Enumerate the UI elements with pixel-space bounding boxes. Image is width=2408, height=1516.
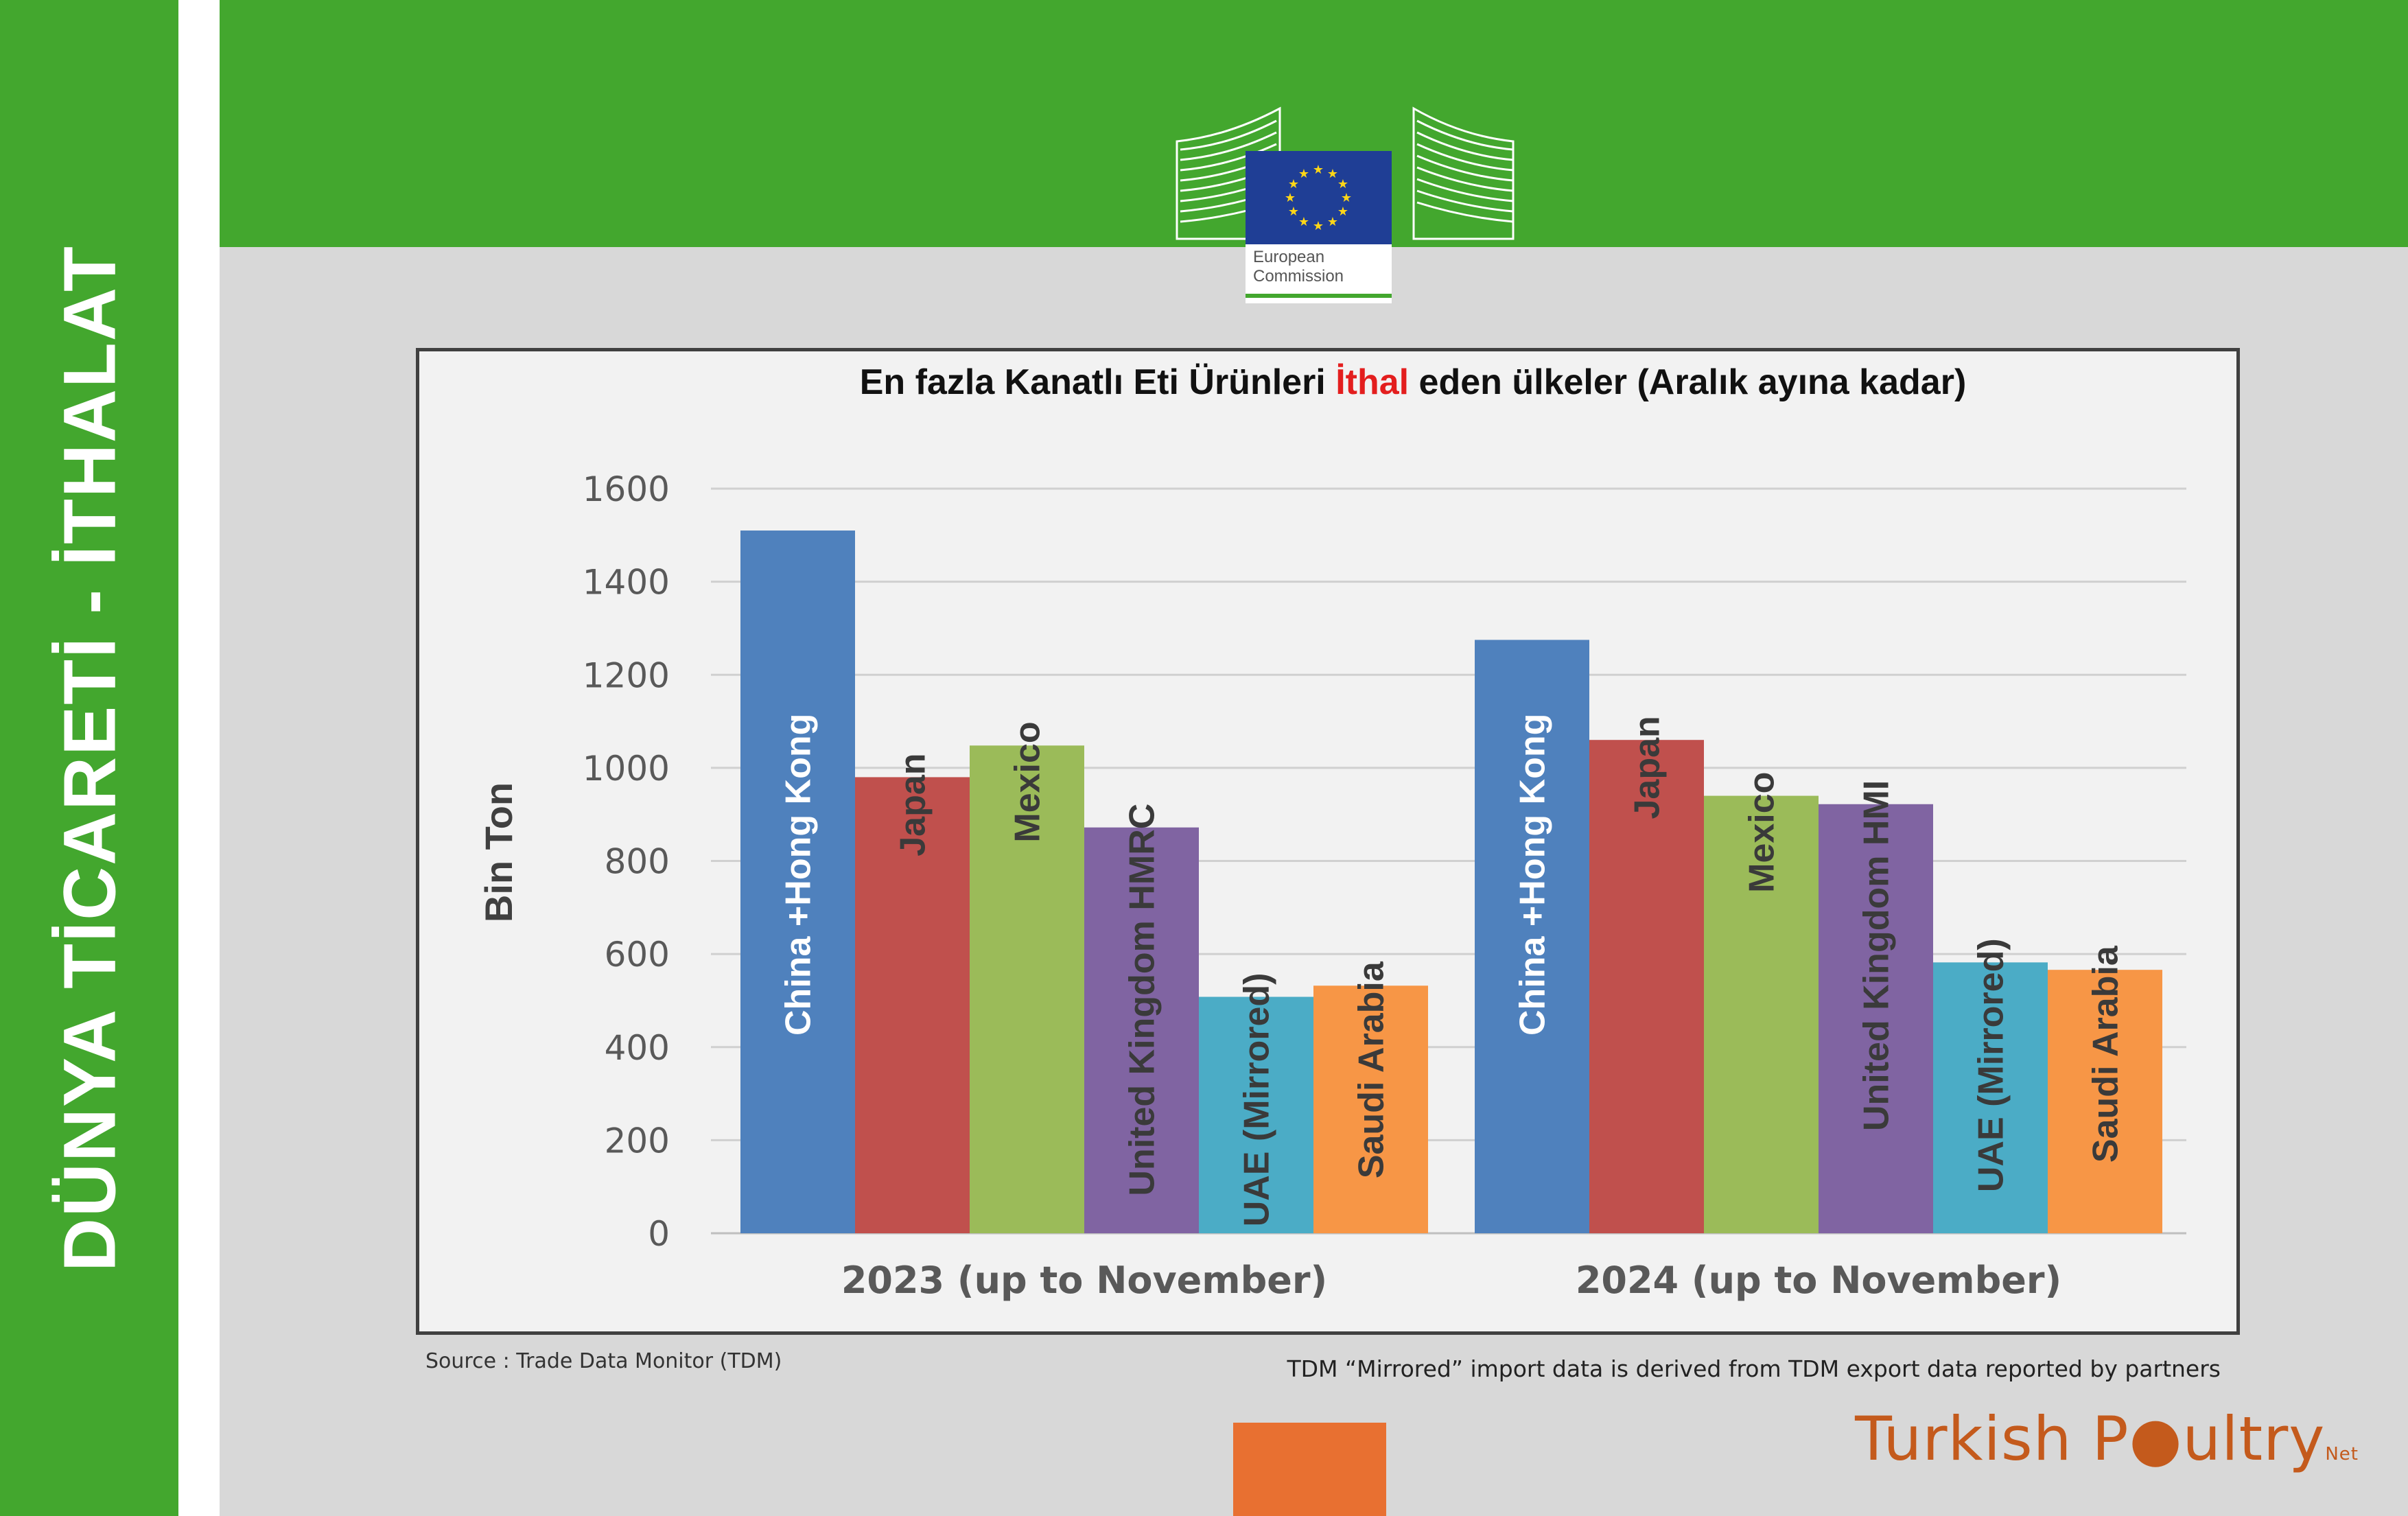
svg-text:★: ★ bbox=[1337, 177, 1348, 191]
svg-text:★: ★ bbox=[1288, 177, 1299, 191]
bar bbox=[855, 777, 970, 1233]
y-axis-label: Bin Ton bbox=[477, 782, 520, 922]
eu-flag-icon bbox=[1246, 151, 1392, 244]
eu-stars-icon: ★ ★★ ★★★ ★★★ ★★★ bbox=[1285, 163, 1352, 233]
bar-label: United Kingdom HMI bbox=[1857, 780, 1897, 1131]
bar bbox=[1819, 804, 1933, 1233]
bar bbox=[1199, 996, 1313, 1233]
bar bbox=[1589, 740, 1704, 1233]
svg-text:★: ★ bbox=[1327, 215, 1338, 229]
svg-text:★: ★ bbox=[1313, 219, 1324, 233]
logo-line2: Commission bbox=[1253, 267, 1344, 285]
source-note: Source : Trade Data Monitor (TDM) bbox=[425, 1349, 782, 1373]
chart-frame: En fazla Kanatlı Eti Ürünleri İthal eden… bbox=[416, 348, 2240, 1335]
bar-label: Mexico bbox=[1742, 772, 1782, 893]
bar-label: Japan bbox=[1628, 716, 1668, 819]
y-tick-label: 1000 bbox=[583, 749, 670, 789]
orange-block bbox=[1233, 1423, 1386, 1516]
side-divider bbox=[178, 0, 220, 1516]
svg-text:★: ★ bbox=[1298, 167, 1309, 181]
european-commission-logo: ★ ★★ ★★★ ★★★ ★★★ European Commission bbox=[1176, 106, 1515, 303]
svg-text:★: ★ bbox=[1341, 191, 1352, 205]
y-tick-labels: 0 200 400 600 800 1000 1200 1400 1600 bbox=[583, 469, 670, 1254]
chart-title-highlight: İthal bbox=[1335, 362, 1409, 402]
bar bbox=[970, 745, 1084, 1233]
y-tick-label: 1200 bbox=[583, 655, 670, 695]
svg-text:★: ★ bbox=[1288, 205, 1299, 219]
group-labels: 2023 (up to November) 2024 (up to Novembe… bbox=[841, 1259, 2061, 1302]
turkish-poultry-logo: Turkish P●ultryNet bbox=[1855, 1403, 2359, 1474]
group-label: 2024 (up to November) bbox=[1576, 1259, 2061, 1302]
bar bbox=[2048, 970, 2162, 1233]
y-tick-label: 600 bbox=[605, 935, 670, 975]
bar-label: Saudi Arabia bbox=[1352, 961, 1392, 1178]
svg-text:★: ★ bbox=[1285, 191, 1296, 205]
bar bbox=[1084, 827, 1199, 1233]
chart-title-part1: En fazla Kanatlı Eti Ürünleri bbox=[860, 362, 1335, 402]
logo-line1: European bbox=[1253, 248, 1324, 266]
y-tick-label: 200 bbox=[605, 1121, 670, 1161]
y-tick-label: 1600 bbox=[583, 469, 670, 509]
svg-text:★: ★ bbox=[1313, 163, 1324, 177]
bar bbox=[1313, 986, 1428, 1233]
bar-chart: En fazla Kanatlı Eti Ürünleri İthal eden… bbox=[477, 362, 2186, 1302]
bar-label: China +Hong Kong bbox=[1513, 714, 1553, 1036]
svg-text:★: ★ bbox=[1298, 215, 1309, 229]
brand-suffix: Net bbox=[2325, 1444, 2359, 1465]
y-tick-label: 800 bbox=[605, 842, 670, 882]
chart-title-part3: eden ülkeler (Aralık ayına kadar) bbox=[1409, 362, 1966, 402]
side-band bbox=[0, 0, 178, 1516]
bar-label: China +Hong Kong bbox=[779, 714, 819, 1036]
group-label: 2023 (up to November) bbox=[841, 1259, 1327, 1302]
mirrored-data-note: TDM “Mirrored” import data is derived fr… bbox=[1287, 1355, 2221, 1382]
side-title: DÜNYA TİCARETİ - İTHALAT bbox=[47, 245, 131, 1272]
bar bbox=[740, 530, 855, 1233]
bar-label: UAE (Mirrored) bbox=[1237, 973, 1277, 1227]
bars bbox=[740, 530, 2162, 1233]
chart-title: En fazla Kanatlı Eti Ürünleri İthal eden… bbox=[860, 362, 1967, 402]
bar-labels: China +Hong Kong Japan Mexico United Kingdo… bbox=[779, 714, 2126, 1227]
bar-label: Saudi Arabia bbox=[2086, 945, 2126, 1163]
bar bbox=[1704, 795, 1819, 1233]
brand-part1: Turkish P bbox=[1855, 1403, 2129, 1474]
bar-label: Japan bbox=[893, 753, 933, 856]
bar-label: United Kingdom HMRC bbox=[1123, 804, 1162, 1196]
svg-text:★: ★ bbox=[1327, 167, 1338, 181]
svg-text:★: ★ bbox=[1337, 205, 1348, 219]
brand-o-icon: ● bbox=[2129, 1403, 2183, 1474]
y-tick-label: 1400 bbox=[583, 563, 670, 603]
y-tick-label: 400 bbox=[605, 1028, 670, 1068]
bar bbox=[1475, 640, 1589, 1233]
bar-label: Mexico bbox=[1008, 721, 1048, 842]
bar bbox=[1933, 962, 2048, 1233]
brand-part2: ultry bbox=[2182, 1403, 2326, 1474]
y-tick-label: 0 bbox=[648, 1214, 670, 1254]
bar-label: UAE (Mirrored) bbox=[1972, 938, 2011, 1192]
